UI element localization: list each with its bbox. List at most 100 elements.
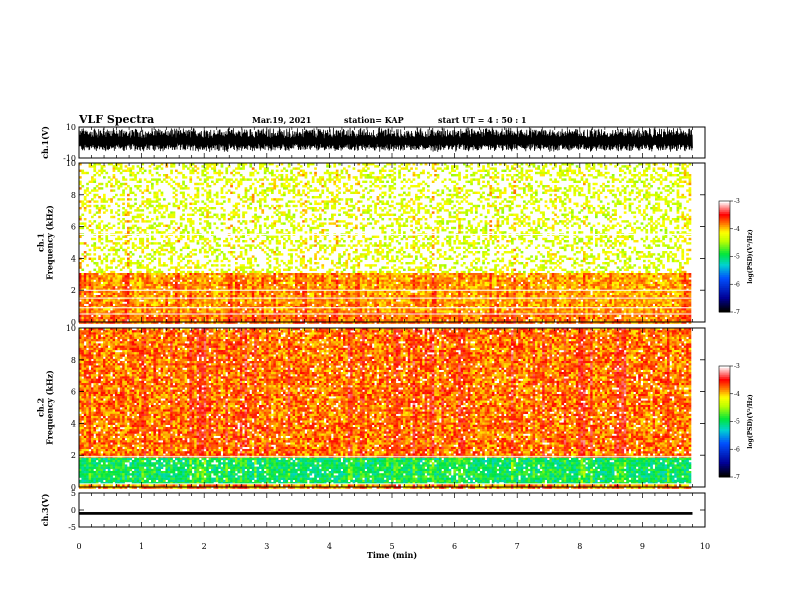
spectrogram-cell [652, 163, 656, 166]
spectrogram-cell [127, 211, 130, 214]
spectrogram-cell [194, 200, 197, 203]
spectrogram-cell [127, 262, 130, 265]
spectrogram-cell [559, 242, 562, 245]
spectrogram-cell [451, 226, 454, 230]
spectrogram-cell [141, 266, 145, 269]
spectrogram-cell [381, 202, 385, 205]
spectrogram-cell [266, 231, 269, 234]
spectrogram-cell [343, 176, 346, 179]
spectrogram-cell [115, 167, 118, 170]
spectrogram-cell [247, 273, 250, 276]
spectrogram-cell [556, 235, 560, 238]
spectrogram-cell [122, 182, 125, 186]
spectrogram-cell [451, 207, 454, 210]
spectrogram-cell [309, 268, 313, 271]
spectrogram-cell [619, 224, 622, 227]
spectrogram-cell [580, 237, 584, 241]
spectrogram-cell [436, 174, 440, 177]
spectrogram-cell [595, 191, 598, 194]
spectrogram-cell [604, 171, 608, 175]
spectrogram-cell [323, 275, 327, 278]
spectrogram-cell [427, 171, 430, 175]
spectrogram-cell [122, 207, 125, 210]
spectrogram-cell [134, 275, 137, 278]
spectrogram-cell [484, 215, 488, 219]
spectrogram-cell [623, 211, 627, 214]
spectrogram-cell [218, 169, 221, 172]
spectrogram-cell [314, 200, 317, 203]
spectrogram-cell [655, 198, 658, 201]
spectrogram-cell [664, 251, 668, 254]
spectrogram-cell [314, 171, 317, 175]
spectrogram-cell [441, 273, 445, 276]
spectrogram-cell [319, 213, 322, 216]
spectrogram-cell [129, 174, 133, 177]
spectrogram-cell [146, 198, 149, 201]
spectrogram-cell [206, 171, 209, 175]
spectrogram-cell [554, 189, 557, 192]
spectrogram-cell [467, 202, 471, 205]
spectrogram-cell [244, 244, 248, 247]
spectrogram-cell [472, 242, 476, 245]
spectrogram-cell [295, 204, 298, 208]
spectrogram-cell [213, 207, 217, 210]
spectrogram-cell [307, 248, 310, 252]
spectrogram-cell [494, 246, 497, 249]
spectrogram-cell [371, 264, 375, 267]
spectrogram-cell [539, 266, 543, 269]
spectrogram-cell [203, 248, 207, 252]
spectrogram-cell [525, 178, 529, 181]
spectrogram-cell [650, 240, 653, 243]
spectrogram-cell [79, 187, 82, 190]
spectrogram-cell [328, 270, 332, 274]
spectrogram-cell [182, 163, 185, 166]
spectrogram-cell [388, 270, 392, 274]
spectrogram-cell [110, 178, 113, 181]
spectrogram-cell [501, 222, 505, 225]
spectrogram-cell [626, 167, 629, 170]
spectrogram-cell [631, 266, 634, 269]
spectrogram-cell [319, 273, 322, 276]
spectrogram-cell [400, 262, 404, 265]
spectrogram-cell [410, 224, 413, 227]
spectrogram-cell [287, 259, 291, 263]
spectrogram-cell [520, 222, 524, 225]
spectrogram-cell [143, 169, 147, 172]
spectrogram-cell [650, 207, 653, 210]
spectrogram-cell [647, 270, 651, 274]
spectrogram-cell [244, 275, 248, 278]
spectrogram-cell [280, 198, 284, 201]
spectrogram-cell [379, 200, 382, 203]
spectrogram-cell [81, 202, 85, 205]
spectrogram-cell [535, 193, 538, 197]
spectrogram-cell [345, 198, 349, 201]
spectrogram-cell [645, 174, 649, 177]
spectrogram-cell [326, 189, 329, 192]
spectrogram-cell [513, 189, 517, 192]
spectrogram-cell [103, 165, 106, 168]
spectrogram-cell [686, 248, 689, 252]
spectrogram-cell [499, 231, 502, 234]
spectrogram-cell [417, 270, 421, 274]
spectrogram-cell [520, 251, 524, 254]
spectrogram-cell [261, 248, 265, 252]
spectrogram-cell [211, 163, 214, 166]
spectrogram-cell [376, 198, 380, 201]
spectrogram-cell [292, 215, 296, 219]
spectrogram-cell [376, 235, 380, 238]
spectrogram-cell [383, 244, 387, 247]
spectrogram-cell [518, 248, 521, 252]
spectrogram-cell [367, 246, 370, 249]
spectrogram-cell [247, 275, 250, 278]
spectrogram-cell [208, 268, 212, 271]
spectrogram-cell [611, 180, 615, 183]
spectrogram-cell [136, 215, 140, 219]
spectrogram-cell [635, 251, 639, 254]
spectrogram-cell [645, 198, 649, 201]
spectrogram-cell [98, 275, 101, 278]
spectrogram-cell [686, 220, 689, 223]
spectrogram-cell [537, 231, 541, 234]
spectrogram-cell [283, 193, 286, 197]
spectrogram-cell [525, 176, 529, 179]
spectrogram-cell [182, 231, 185, 234]
